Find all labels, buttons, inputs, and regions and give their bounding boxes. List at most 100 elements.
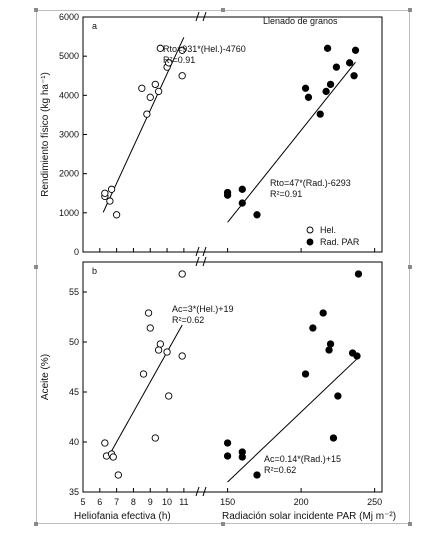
data-point-hel bbox=[107, 185, 116, 193]
x-tick-label: 250 bbox=[367, 497, 382, 507]
data-point-hel bbox=[106, 197, 114, 205]
y-axis-label: Aceite (%) bbox=[40, 354, 51, 400]
legend-label: Rad. PAR bbox=[320, 237, 360, 247]
data-point-rad bbox=[351, 46, 360, 54]
panel-label: a bbox=[92, 21, 97, 31]
figure-title: Llenado de granos bbox=[263, 16, 338, 26]
data-point-hel bbox=[101, 439, 109, 447]
y-tick-label: 0 bbox=[74, 247, 79, 257]
y-tick-label: 1000 bbox=[59, 208, 79, 218]
data-point-hel bbox=[144, 309, 153, 317]
resize-handle-top-center[interactable] bbox=[221, 8, 225, 12]
data-point-hel bbox=[165, 392, 173, 400]
data-point-hel bbox=[109, 453, 117, 461]
data-point-rad bbox=[253, 471, 261, 479]
data-point-rad bbox=[322, 87, 330, 96]
r2-rad: R²=0.62 bbox=[264, 465, 296, 475]
plot-area-b bbox=[82, 261, 383, 493]
resize-handle-bottom-right[interactable] bbox=[408, 522, 412, 526]
data-point-hel bbox=[143, 110, 151, 118]
y-tick-label: 6000 bbox=[59, 12, 79, 22]
data-point-hel bbox=[151, 80, 159, 89]
data-point-rad bbox=[319, 309, 327, 317]
data-point-hel bbox=[146, 93, 154, 101]
equation-rad: Rto=47*(Rad.)-6293 bbox=[270, 178, 351, 188]
data-point-hel bbox=[156, 44, 164, 52]
resize-handle-top-left[interactable] bbox=[34, 8, 38, 12]
equation-hel: Rto=931*(Hel.)-4760 bbox=[163, 44, 246, 54]
x-tick-label: 6 bbox=[97, 497, 102, 507]
data-point-hel bbox=[112, 211, 121, 219]
resize-handle-mid-left[interactable] bbox=[34, 265, 38, 269]
y-tick-label: 40 bbox=[69, 437, 79, 447]
axis-break-mark bbox=[202, 246, 207, 257]
axis-break-mark bbox=[195, 246, 200, 257]
data-point-rad bbox=[323, 44, 332, 52]
data-point-rad bbox=[326, 340, 335, 348]
data-point-hel bbox=[163, 348, 171, 356]
y-tick-label: 50 bbox=[69, 337, 79, 347]
y-tick-label: 35 bbox=[69, 487, 79, 497]
resize-handle-bottom-center[interactable] bbox=[221, 522, 225, 526]
y-tick-label: 3000 bbox=[59, 130, 79, 140]
data-point-rad bbox=[326, 80, 335, 89]
resize-handle-bottom-left[interactable] bbox=[34, 522, 38, 526]
data-point-hel bbox=[155, 346, 163, 354]
data-point-rad bbox=[223, 439, 232, 447]
axis-break-mark bbox=[202, 11, 207, 22]
axis-break-mark bbox=[195, 11, 200, 22]
data-point-hel bbox=[114, 471, 122, 479]
data-point-hel bbox=[139, 370, 148, 378]
data-point-hel bbox=[178, 72, 186, 80]
data-point-rad bbox=[316, 110, 324, 118]
x-axis-label-helio: Heliofania efectiva (h) bbox=[74, 511, 171, 522]
data-point-hel bbox=[178, 46, 186, 54]
y-tick-label: 2000 bbox=[59, 169, 79, 179]
data-point-hel bbox=[165, 59, 173, 67]
data-point-rad bbox=[353, 352, 361, 360]
regression-line bbox=[227, 358, 358, 483]
y-tick-label: 4000 bbox=[59, 90, 79, 100]
data-point-hel bbox=[151, 434, 159, 442]
axis-break-mark bbox=[195, 486, 200, 497]
data-point-rad bbox=[301, 84, 310, 92]
axis-break-mark bbox=[195, 256, 200, 267]
data-point-hel bbox=[156, 340, 164, 348]
data-point-rad bbox=[238, 185, 246, 193]
y-axis-label: Rendimiento físico (kg ha⁻¹) bbox=[40, 72, 51, 197]
data-point-rad bbox=[304, 93, 313, 101]
y-tick-label: 5000 bbox=[59, 51, 79, 61]
regression-line bbox=[109, 324, 183, 455]
data-point-rad bbox=[223, 452, 232, 460]
equation-rad: Ac=0.14*(Rad.)+15 bbox=[264, 454, 341, 464]
legend-marker bbox=[306, 226, 314, 234]
r2-rad: R²=0.91 bbox=[270, 189, 302, 199]
resize-handle-top-right[interactable] bbox=[408, 8, 412, 12]
x-tick-label: 9 bbox=[148, 497, 153, 507]
x-tick-label: 10 bbox=[162, 497, 172, 507]
data-point-rad bbox=[223, 188, 232, 197]
data-point-rad bbox=[301, 370, 310, 378]
x-tick-label: 8 bbox=[131, 497, 136, 507]
data-point-rad bbox=[334, 392, 342, 400]
x-tick-label: 5 bbox=[80, 497, 85, 507]
resize-handle-mid-right[interactable] bbox=[408, 265, 412, 269]
x-tick-label: 7 bbox=[114, 497, 119, 507]
x-tick-label: 200 bbox=[294, 497, 309, 507]
data-point-hel bbox=[155, 87, 163, 96]
r2-hel: R²=0.62 bbox=[172, 315, 204, 325]
data-point-hel bbox=[146, 324, 154, 332]
y-tick-label: 45 bbox=[69, 387, 79, 397]
data-point-hel bbox=[178, 352, 186, 360]
data-point-rad bbox=[354, 270, 363, 278]
data-point-rad bbox=[329, 434, 338, 442]
regression-line bbox=[227, 61, 356, 223]
data-point-rad bbox=[350, 72, 358, 80]
legend-label: Hel. bbox=[320, 225, 336, 235]
data-point-rad bbox=[345, 59, 354, 67]
data-point-rad bbox=[309, 324, 317, 332]
axis-break-mark bbox=[202, 256, 207, 267]
legend-marker bbox=[306, 238, 314, 246]
y-tick-label: 55 bbox=[69, 287, 79, 297]
